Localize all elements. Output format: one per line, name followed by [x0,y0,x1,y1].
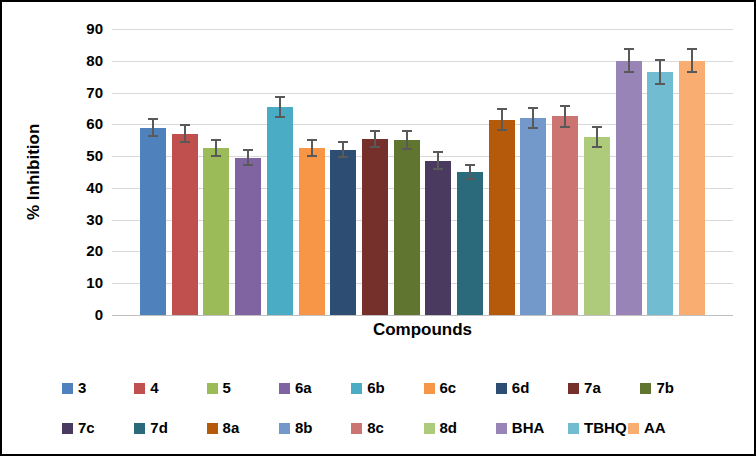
legend-marker-6b [351,383,362,394]
legend-label-8d: 8d [440,419,458,437]
legend-item-AA: AA [628,419,666,437]
y-tick-label-20: 20 [2,241,103,261]
legend-item-7b: 7b [640,379,674,397]
bar-6c [299,148,325,315]
chart-figure: % Inhibition 0102030405060708090 Compoun… [0,0,756,456]
legend-label-4: 4 [150,379,158,397]
legend-marker-BHA [496,423,507,434]
legend-label-TBHQ: TBHQ [584,419,627,437]
bar-5 [203,148,229,315]
legend-marker-7d [134,423,145,434]
legend-item-5: 5 [207,379,231,397]
legend-label-6b: 6b [367,379,385,397]
legend-label-6c: 6c [440,379,457,397]
y-tick-label-40: 40 [2,178,103,198]
y-tick-label-70: 70 [2,83,103,103]
bar-8a [489,120,515,315]
bar-BHA [616,61,642,315]
legend-marker-TBHQ [568,423,579,434]
legend-label-6a: 6a [295,379,312,397]
legend-marker-8d [424,423,435,434]
error-bar-AA [687,48,697,73]
legend-item-8d: 8d [424,419,458,437]
gridline-90 [112,29,733,30]
y-axis-tick-labels: 0 10 20 30 40 50 60 70 80 90 [2,2,103,456]
y-tick-label-50: 50 [2,146,103,166]
legend-item-7d: 7d [134,419,168,437]
bar-4 [172,134,198,315]
legend-item-7a: 7a [568,379,601,397]
error-bar-5 [211,139,221,157]
legend-item-8c: 8c [351,419,384,437]
bar-6d [330,150,356,315]
legend-marker-7a [568,383,579,394]
legend-label-AA: AA [644,419,666,437]
y-tick-label-30: 30 [2,210,103,230]
error-bar-7b [402,130,412,150]
legend-item-8b: 8b [279,419,313,437]
error-bar-8c [560,105,570,129]
error-bar-7d [465,164,475,181]
legend-label-7a: 7a [584,379,601,397]
legend-item-6c: 6c [424,379,457,397]
legend-marker-6d [496,383,507,394]
error-bar-8b [528,107,538,129]
legend-item-TBHQ: TBHQ [568,419,627,437]
legend-marker-AA [628,423,639,434]
error-bar-4 [180,124,190,143]
error-bar-7c [433,151,443,170]
legend-item-4: 4 [134,379,158,397]
bar-8b [520,118,546,315]
legend-marker-6c [424,383,435,394]
legend-item-6b: 6b [351,379,385,397]
legend-label-7d: 7d [150,419,168,437]
legend-item-6a: 6a [279,379,312,397]
y-tick-label-90: 90 [2,19,103,39]
bar-7c [425,161,451,315]
bar-7d [457,172,483,315]
x-axis-title: Compounds [112,320,733,340]
bar-TBHQ [647,72,673,315]
bar-7a [362,139,388,315]
legend-label-5: 5 [223,379,231,397]
legend-marker-7b [640,383,651,394]
bar-AA [679,61,705,315]
error-bar-3 [148,118,158,137]
bar-8c [552,116,578,315]
error-bar-BHA [624,48,634,73]
bar-8d [584,137,610,315]
error-bar-8a [497,108,507,132]
bar-6a [235,158,261,315]
legend-label-6d: 6d [512,379,530,397]
legend-marker-4 [134,383,145,394]
bar-7b [394,140,420,315]
legend-label-8c: 8c [367,419,384,437]
legend-label-8a: 8a [223,419,240,437]
legend-label-BHA: BHA [512,419,545,437]
legend-label-7b: 7b [656,379,674,397]
error-bar-TBHQ [655,59,665,84]
legend-item-BHA: BHA [496,419,545,437]
error-bar-6d [338,141,348,158]
legend-marker-8a [207,423,218,434]
y-tick-label-80: 80 [2,51,103,71]
legend-marker-6a [279,383,290,394]
legend-marker-8b [279,423,290,434]
error-bar-8d [592,126,602,148]
bar-6b [267,107,293,315]
error-bar-7a [370,130,380,148]
legend-item-8a: 8a [207,419,240,437]
error-bar-6c [307,139,317,157]
legend-item-6d: 6d [496,379,530,397]
y-tick-label-0: 0 [2,305,103,325]
y-tick-label-60: 60 [2,114,103,134]
plot-area [112,29,733,316]
legend-marker-8c [351,423,362,434]
legend-label-8b: 8b [295,419,313,437]
error-bar-6a [243,149,253,166]
bar-3 [140,128,166,315]
error-bar-6b [275,96,285,118]
legend-marker-5 [207,383,218,394]
y-tick-label-10: 10 [2,273,103,293]
